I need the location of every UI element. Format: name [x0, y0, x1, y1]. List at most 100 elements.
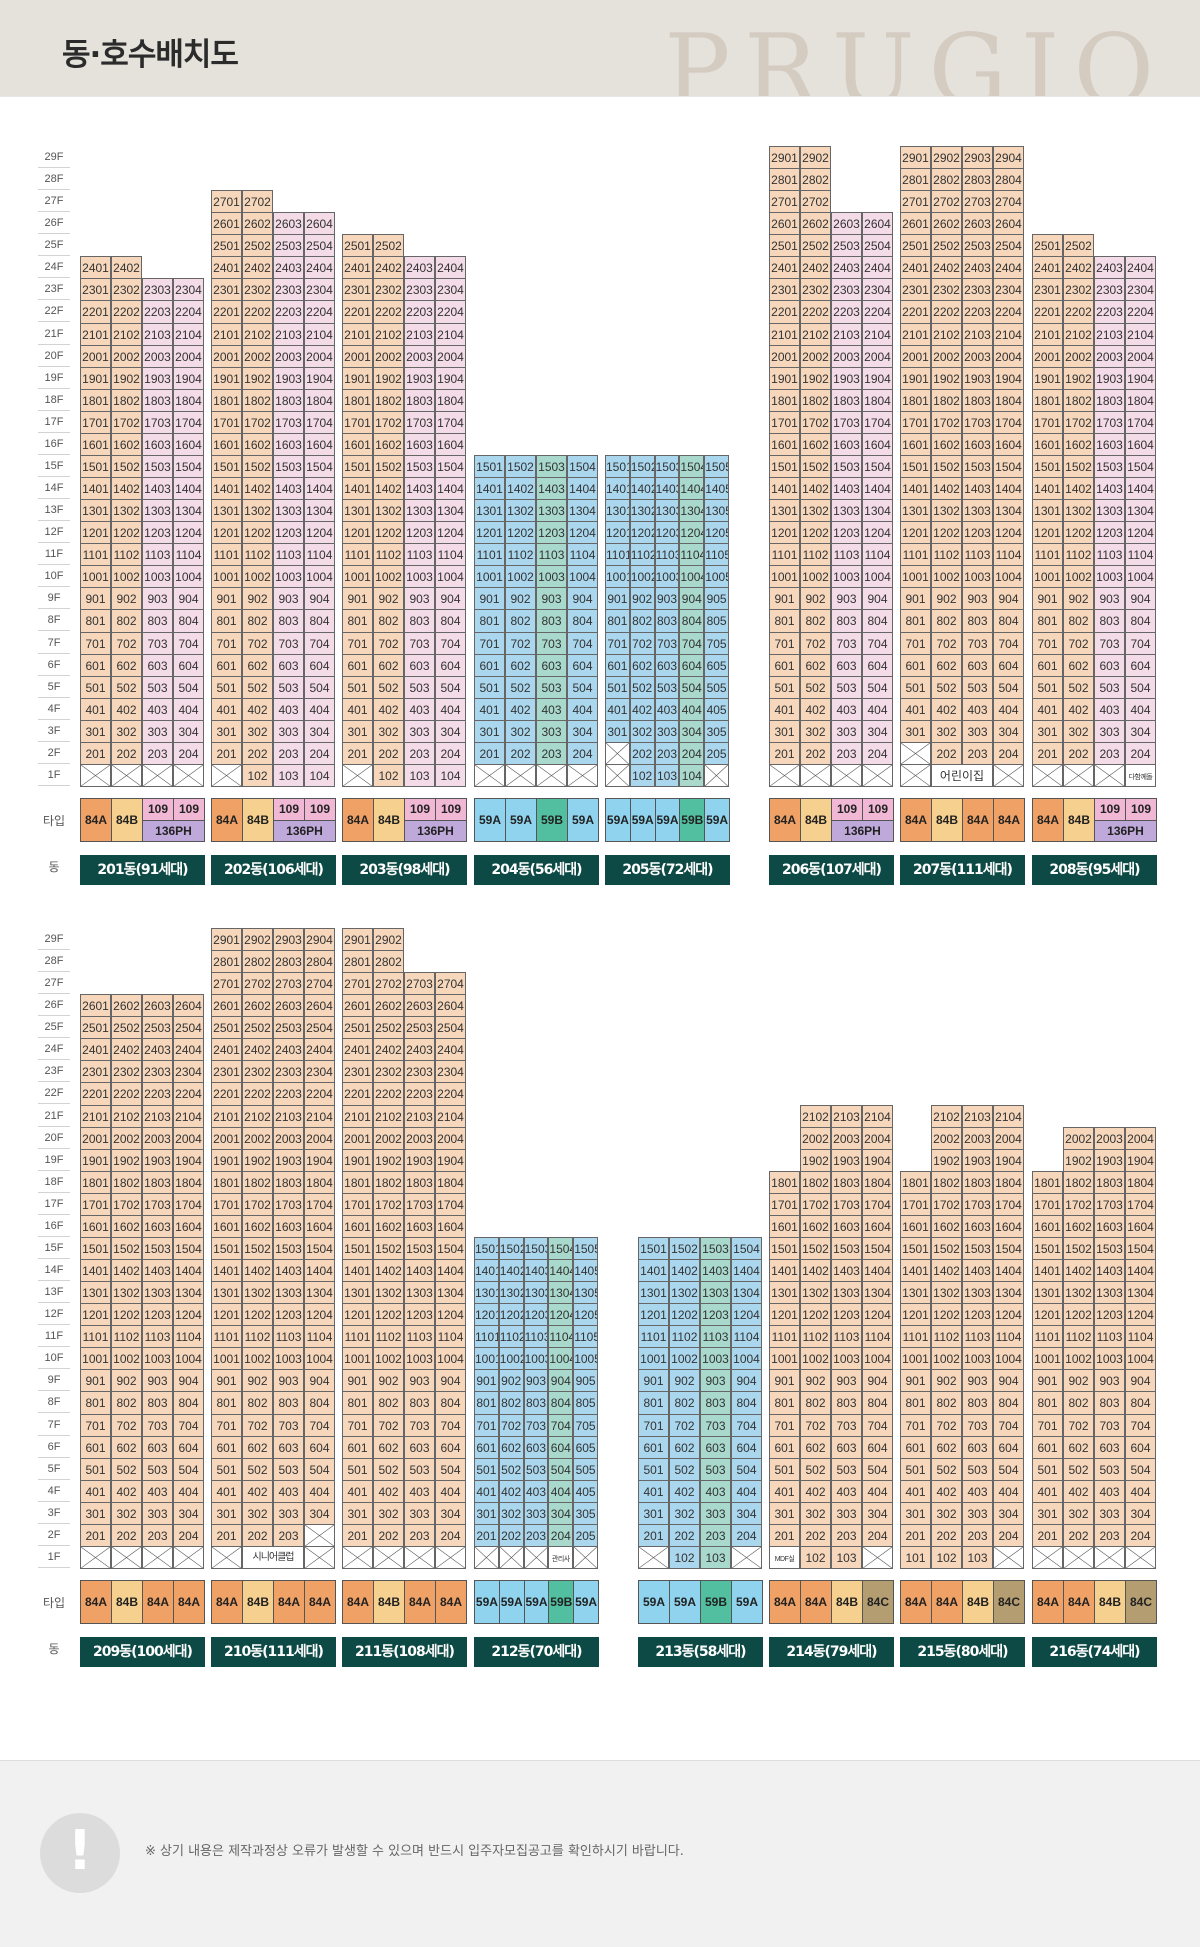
unit-cell: 1304 — [993, 1281, 1024, 1305]
unit-cell: 602 — [800, 1435, 831, 1459]
unit-cell: 304 — [435, 1501, 466, 1525]
unit-cell: 203 — [831, 1523, 862, 1547]
unit-cell: 1001 — [638, 1347, 669, 1371]
unit-cell: 1002 — [1063, 1347, 1094, 1371]
unit-cell: 302 — [498, 1501, 524, 1525]
unit-cell: 2403 — [273, 256, 304, 280]
unit-cell: 505 — [573, 1457, 598, 1481]
unit-cell: 1703 — [273, 1192, 304, 1216]
type-cell-84B: 84B — [373, 798, 405, 843]
unit-cell: 1304 — [679, 499, 705, 523]
unit-cell: 1401 — [900, 1259, 931, 1283]
floor-label-4f: 4F — [38, 1480, 70, 1502]
unit-cell: 502 — [931, 675, 962, 699]
unit-cell: 2103 — [142, 1104, 173, 1128]
type-cell-59A: 59A — [605, 798, 631, 843]
unit-cell: 2204 — [173, 1082, 204, 1106]
unit-cell: 2601 — [900, 212, 931, 236]
unit-cell: 1704 — [862, 410, 893, 434]
unit-cell: 1404 — [435, 477, 466, 501]
unit-cell: 1401 — [80, 477, 111, 501]
unit-cell: 1302 — [111, 1281, 142, 1305]
unit-cell: 803 — [700, 1391, 731, 1415]
unit-cell: 1904 — [993, 366, 1024, 390]
unit-cell: 104 — [304, 763, 335, 788]
unit-cell: 1804 — [435, 1170, 466, 1194]
unit-cell: 1505 — [704, 454, 729, 479]
unit-cell: 304 — [679, 719, 705, 743]
unit-cell: 2504 — [304, 1016, 335, 1040]
unit-cell: 703 — [831, 631, 862, 655]
unit-cell: 505 — [704, 675, 729, 699]
unit-cell: 1403 — [142, 477, 173, 501]
unit-cell: 1103 — [654, 543, 680, 567]
unit-cell: 1602 — [931, 1214, 962, 1238]
unit-cell: 1703 — [1094, 410, 1125, 434]
unit-cell: 601 — [769, 653, 800, 677]
unit-cell: 2003 — [404, 344, 435, 368]
floor-label-9f: 9F — [38, 587, 70, 610]
unit-cell: 2202 — [111, 300, 142, 324]
unit-cell: 1403 — [523, 1259, 549, 1283]
unit-cell: 1501 — [605, 454, 630, 479]
unit-cell: 204 — [993, 741, 1024, 765]
unit-cell: 1002 — [242, 565, 273, 589]
unit-cell: 1902 — [1063, 366, 1094, 390]
unit-cell: 1302 — [1063, 499, 1094, 523]
unit-cell: 1902 — [373, 1148, 404, 1172]
unit-cell: 2202 — [800, 300, 831, 324]
unit-cell: 1403 — [831, 1259, 862, 1283]
unit-cell: 1504 — [173, 1236, 204, 1261]
unit-cell: 1401 — [1032, 477, 1063, 501]
unit-cell: 1102 — [931, 1325, 962, 1349]
unit-cell: 2202 — [373, 1082, 404, 1106]
unit-cell: 2201 — [80, 1082, 111, 1106]
unit-cell: 1903 — [831, 1148, 862, 1172]
unit-cell: 1704 — [304, 410, 335, 434]
unit-cell: 404 — [679, 697, 705, 721]
unit-cell: 703 — [1094, 1413, 1125, 1437]
unit-cell: 603 — [273, 1435, 304, 1459]
unit-cell: 2503 — [404, 1016, 435, 1040]
unit-cell: 1003 — [831, 1347, 862, 1371]
unit-cell: 1104 — [993, 543, 1024, 567]
type-row: 84A 84B 109 109 136PH — [211, 798, 336, 843]
unit-cell: 1101 — [769, 543, 800, 567]
unit-cell: 602 — [242, 1435, 273, 1459]
unit-cell: 702 — [505, 631, 536, 655]
unit-cell: 802 — [800, 609, 831, 633]
unit-cell: 402 — [242, 697, 273, 721]
unit-cell: 2202 — [111, 1082, 142, 1106]
unit-cell: 403 — [1094, 697, 1125, 721]
unit-cell: 503 — [536, 675, 567, 699]
unit-cell: 1301 — [769, 1281, 800, 1305]
unit-cell: 302 — [1063, 1501, 1094, 1525]
unit-cell: 603 — [831, 1435, 862, 1459]
unit-cell: 1504 — [862, 1236, 893, 1261]
type-cell-59A: 59A — [505, 798, 537, 843]
unit-cell: 1101 — [900, 1325, 931, 1349]
unit-cell: 401 — [342, 697, 373, 721]
unit-cell: 603 — [654, 653, 680, 677]
unit-cell: 1304 — [435, 499, 466, 523]
unit-cell: 1904 — [862, 366, 893, 390]
unit-cell: 1204 — [173, 521, 204, 545]
unit-cell: 301 — [638, 1501, 669, 1525]
unit-cell: 1502 — [242, 1236, 273, 1261]
unit-cell: 2003 — [831, 1126, 862, 1150]
unit-cell: 904 — [567, 587, 598, 611]
unit-cell: 804 — [548, 1391, 574, 1415]
unit-cell — [831, 763, 862, 788]
unit-cell — [704, 763, 729, 788]
unit-cell: 2003 — [962, 1126, 993, 1150]
unit-cell: 2002 — [242, 1126, 273, 1150]
unit-cell: 1004 — [679, 565, 705, 589]
unit-cell: 1902 — [800, 1148, 831, 1172]
unit-cell: 1104 — [548, 1325, 574, 1349]
unit-cell: 2802 — [373, 950, 404, 974]
unit-cell: 2704 — [435, 972, 466, 996]
unit-cell: 402 — [373, 697, 404, 721]
unit-cell: 303 — [654, 719, 680, 743]
floor-label-6f: 6F — [38, 654, 70, 676]
type-cell-59A: 59A — [474, 1580, 500, 1625]
